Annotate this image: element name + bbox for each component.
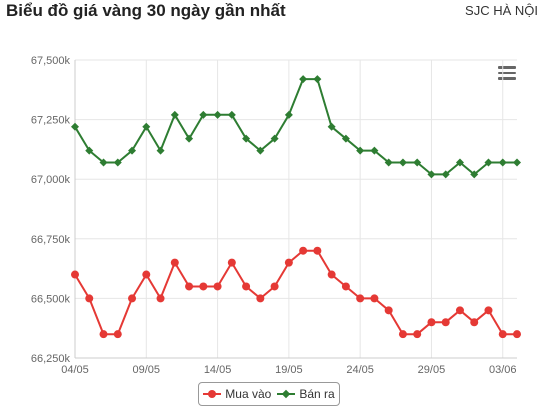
data-point (270, 134, 279, 143)
data-point (470, 170, 479, 179)
data-point (128, 146, 137, 155)
data-point (142, 270, 151, 279)
data-point (299, 246, 308, 255)
data-point (313, 246, 322, 255)
chart-legend: Mua vào Bán ra (198, 382, 340, 406)
legend-item-buy[interactable]: Mua vào (203, 387, 271, 401)
series-layer (71, 75, 521, 339)
data-point (227, 258, 236, 267)
data-point (113, 330, 122, 339)
data-point (242, 134, 251, 143)
data-point (356, 146, 365, 155)
data-point (384, 158, 393, 167)
data-point (199, 282, 208, 291)
data-point (71, 122, 79, 131)
y-tick-label: 66,250k (31, 353, 71, 365)
data-point (113, 158, 122, 167)
data-point (370, 294, 379, 303)
data-point (513, 330, 521, 339)
data-point (370, 146, 379, 155)
grid-layer (74, 59, 517, 359)
data-point (142, 122, 151, 131)
x-tick-label: 29/05 (418, 364, 446, 376)
y-tick-label: 67,500k (31, 55, 71, 67)
data-point (185, 134, 194, 143)
data-point (71, 270, 79, 279)
data-point (284, 110, 293, 119)
data-point (441, 170, 450, 179)
series-line (74, 78, 517, 176)
data-point (427, 318, 436, 327)
sell-series-marker-icon (277, 389, 296, 399)
menu-line (498, 77, 516, 80)
y-tick-label: 66,750k (31, 234, 71, 246)
y-tick-label: 67,000k (31, 174, 71, 186)
data-point (99, 330, 108, 339)
data-point (284, 258, 293, 267)
data-point (299, 75, 308, 84)
y-tick-label: 66,500k (31, 293, 71, 305)
data-point (170, 110, 179, 119)
menu-line (498, 66, 516, 69)
legend-label-sell: Bán ra (299, 387, 335, 401)
data-point (156, 146, 165, 155)
legend-item-sell[interactable]: Bán ra (277, 387, 335, 401)
data-point (470, 318, 479, 327)
data-point (242, 282, 251, 291)
data-point (170, 258, 179, 267)
chart-title: Biểu đồ giá vàng 30 ngày gần nhất (6, 1, 286, 20)
data-point (213, 282, 222, 291)
data-point (327, 122, 336, 131)
data-point (398, 330, 407, 339)
legend-label-buy: Mua vào (225, 387, 272, 401)
x-tick-label: 19/05 (275, 364, 303, 376)
data-point (427, 170, 436, 179)
menu-line (498, 71, 516, 74)
data-point (199, 110, 208, 119)
buy-series-marker-icon (203, 389, 222, 399)
y-tick-label: 67,250k (31, 115, 71, 127)
x-tick-label: 04/05 (61, 364, 89, 376)
data-point (270, 282, 279, 291)
data-point (398, 158, 407, 167)
data-point (213, 110, 222, 119)
data-point (256, 146, 265, 155)
data-point (99, 158, 108, 167)
data-point (455, 306, 464, 315)
data-point (185, 282, 194, 291)
data-point (227, 110, 236, 119)
data-point (513, 158, 521, 167)
x-tick-label: 14/05 (204, 364, 232, 376)
data-point (85, 146, 94, 155)
data-point (484, 306, 493, 315)
data-point (413, 330, 422, 339)
axis-layer: 66,250k 66,500k 66,750k 67,000k 67,250k 67,50… (31, 55, 517, 376)
data-point (413, 158, 422, 167)
data-point (341, 282, 350, 291)
data-point (156, 294, 165, 303)
data-point (455, 158, 464, 167)
data-point (313, 75, 322, 84)
data-point (85, 294, 94, 303)
location-label: SJC HÀ NỘI (465, 3, 538, 18)
data-point (356, 294, 365, 303)
data-point (327, 270, 336, 279)
hamburger-menu-icon[interactable] (498, 66, 516, 82)
data-point (498, 330, 507, 339)
data-point (341, 134, 350, 143)
x-tick-label: 09/05 (133, 364, 161, 376)
data-point (256, 294, 265, 303)
x-tick-label: 24/05 (346, 364, 374, 376)
data-point (498, 158, 507, 167)
data-point (128, 294, 137, 303)
data-point (484, 158, 493, 167)
data-point (441, 318, 450, 327)
data-point (384, 306, 393, 315)
x-tick-label: 03/06 (489, 364, 517, 376)
series-line (74, 249, 517, 336)
